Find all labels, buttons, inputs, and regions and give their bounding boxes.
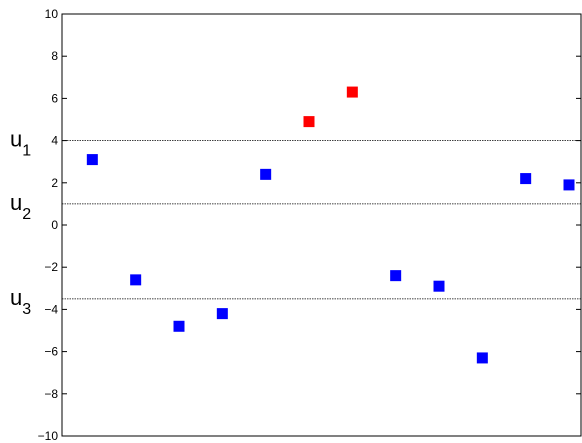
y-tick-label: −2 — [44, 260, 58, 274]
plot-frame — [61, 13, 582, 437]
data-point — [86, 154, 98, 166]
data-point — [216, 308, 228, 320]
data-point — [130, 274, 142, 286]
y-tick-label: 8 — [51, 49, 58, 63]
data-point — [173, 320, 185, 332]
threshold-label: u1 — [10, 127, 31, 160]
data-point — [433, 280, 445, 292]
y-tick-label: −8 — [44, 387, 58, 401]
y-tick-label: 10 — [45, 7, 59, 21]
y-tick-label: 0 — [51, 218, 58, 232]
y-tick-label: 2 — [51, 176, 58, 190]
data-point — [520, 173, 532, 185]
threshold-label: u3 — [10, 285, 31, 318]
y-tick-label: −4 — [44, 302, 58, 316]
y-tick-label: −6 — [44, 345, 58, 359]
threshold-label: u2 — [10, 190, 31, 223]
y-axis: 10 8 6 4 2 0 −2 −4 −6 −8 −10 — [38, 7, 581, 443]
y-tick-label: 6 — [51, 91, 58, 105]
data-point — [390, 270, 402, 282]
data-point — [260, 168, 272, 180]
threshold-lines: u1 u2 u3 — [10, 127, 581, 318]
data-point — [346, 86, 358, 98]
y-tick-label: −10 — [38, 429, 59, 443]
data-point — [563, 179, 575, 191]
data-points — [86, 86, 575, 364]
data-point — [476, 352, 488, 364]
y-tick-label: 4 — [51, 134, 58, 148]
data-point — [303, 116, 315, 128]
